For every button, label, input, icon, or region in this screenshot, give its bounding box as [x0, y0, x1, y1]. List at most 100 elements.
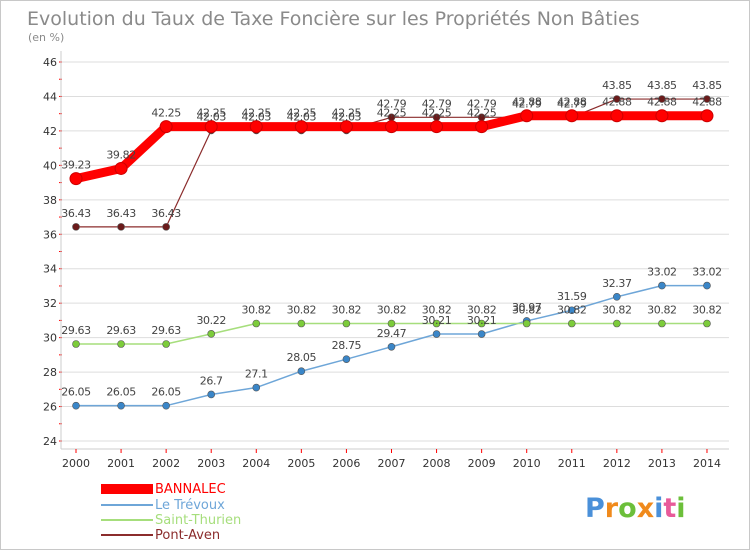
- data-point: [162, 340, 170, 348]
- data-point: [162, 223, 170, 231]
- data-label: 29.63: [151, 324, 181, 337]
- data-point: [204, 120, 218, 134]
- data-label: 42.79: [557, 97, 587, 110]
- axes: 24 26 28 30 32 34 36 38 40 42 44 46 2000 2001 2002 2003…: [43, 51, 729, 470]
- data-label: 33.02: [647, 266, 677, 279]
- data-point: [658, 95, 666, 103]
- data-label: 36.43: [151, 207, 181, 220]
- data-point: [703, 281, 711, 290]
- data-point: [117, 223, 125, 231]
- data-label: 30.97: [512, 301, 542, 314]
- y-tick-label: 42: [43, 125, 57, 138]
- data-label: 27.1: [245, 368, 268, 381]
- data-label: 42.79: [512, 97, 542, 110]
- data-label: 30.82: [242, 304, 272, 317]
- data-point: [567, 306, 576, 315]
- data-point: [655, 109, 669, 123]
- data-label: 28.05: [287, 351, 317, 364]
- data-label: 36.43: [106, 207, 136, 220]
- data-label: 30.82: [377, 304, 407, 317]
- data-point: [72, 401, 80, 410]
- data-label: 42.79: [467, 97, 497, 110]
- data-label: 42.25: [196, 107, 226, 120]
- data-point: [114, 161, 128, 175]
- data-point: [207, 390, 216, 399]
- data-point: [297, 319, 306, 328]
- data-label: 42.88: [647, 96, 677, 109]
- x-tick-label: 2002: [152, 457, 180, 470]
- data-label: 42.03: [196, 110, 226, 123]
- data-label: 39.82: [106, 148, 136, 161]
- data-label: 36.43: [61, 207, 91, 220]
- data-point: [520, 109, 534, 123]
- data-point: [610, 109, 624, 123]
- data-point: [384, 120, 398, 134]
- x-tick-label: 2013: [648, 457, 676, 470]
- data-label: 31.59: [557, 290, 587, 303]
- data-label: 42.88: [512, 96, 542, 109]
- data-point: [430, 120, 444, 134]
- x-tick-label: 2004: [242, 457, 270, 470]
- data-label: 39.23: [61, 159, 91, 172]
- data-label: 43.85: [647, 79, 677, 92]
- proxiti-logo: Proxiti: [585, 493, 686, 524]
- data-point: [159, 120, 173, 134]
- data-point: [387, 319, 396, 328]
- data-label: 43.85: [692, 79, 722, 92]
- data-label: 30.82: [512, 304, 542, 317]
- data-label: 42.03: [242, 110, 272, 123]
- data-label: 42.25: [467, 107, 497, 120]
- legend-label: BANNALEC: [155, 482, 226, 497]
- data-point: [297, 367, 306, 376]
- data-label: 42.25: [242, 107, 272, 120]
- data-point: [565, 109, 579, 123]
- data-point: [69, 172, 83, 186]
- legend-label: Le Trévoux: [155, 498, 225, 513]
- data-label: 42.25: [332, 107, 362, 120]
- data-label: 30.82: [692, 304, 722, 317]
- y-tick-label: 26: [43, 401, 57, 414]
- data-label: 42.25: [422, 107, 452, 120]
- x-tick-label: 2003: [197, 457, 225, 470]
- data-point: [117, 401, 125, 410]
- data-point: [432, 319, 441, 328]
- x-tick-label: 2007: [377, 457, 405, 470]
- data-label: 30.82: [467, 304, 497, 317]
- data-label: 30.21: [422, 314, 452, 327]
- y-tick-label: 38: [43, 194, 57, 207]
- x-tick-label: 2012: [603, 457, 631, 470]
- x-tick-label: 2005: [287, 457, 315, 470]
- y-tick-label: 30: [43, 332, 57, 345]
- data-point: [613, 293, 621, 301]
- data-point: [522, 319, 531, 328]
- data-label: 42.25: [377, 107, 407, 120]
- y-tick-label: 28: [43, 366, 57, 379]
- data-label: 30.82: [422, 304, 452, 317]
- y-tick-label: 24: [43, 435, 57, 448]
- data-label: 42.79: [377, 97, 407, 110]
- data-point: [117, 340, 125, 348]
- series-lines: [69, 95, 714, 410]
- data-label: 26.05: [106, 386, 136, 399]
- data-point: [342, 355, 351, 363]
- data-label: 32.37: [602, 277, 632, 290]
- grid-lines: [61, 61, 729, 442]
- data-point: [475, 120, 489, 134]
- data-point: [658, 281, 666, 290]
- data-label: 30.22: [196, 314, 226, 327]
- data-point: [342, 319, 351, 328]
- data-label: 30.82: [557, 304, 587, 317]
- data-point: [477, 319, 486, 328]
- x-tick-label: 2009: [468, 457, 496, 470]
- data-label: 30.82: [332, 304, 362, 317]
- data-point: [703, 95, 711, 103]
- data-label: 29.63: [106, 324, 136, 337]
- data-point: [72, 340, 80, 348]
- data-point: [252, 383, 261, 392]
- data-label: 42.03: [332, 110, 362, 123]
- data-label: 26.05: [61, 386, 91, 399]
- data-point: [703, 319, 711, 328]
- data-label: 29.63: [61, 324, 91, 337]
